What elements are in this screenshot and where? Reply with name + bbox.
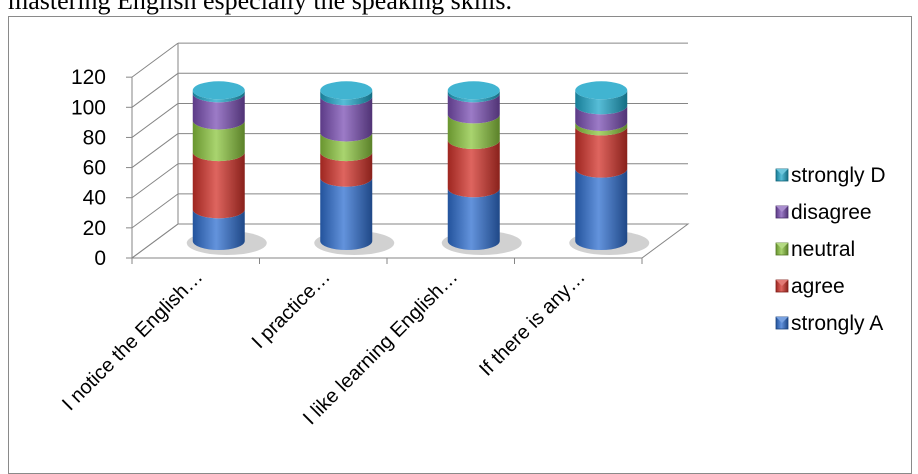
bar-segment: [447, 93, 500, 124]
bar-segment: [192, 93, 245, 130]
side-wall-line: [131, 72, 179, 108]
bar-top-cap: [192, 81, 245, 100]
y-tick-label: 60: [83, 157, 106, 180]
x-category-label: I notice the English…: [58, 266, 207, 415]
bar-stack: [314, 81, 395, 255]
bar-segment: [192, 120, 245, 162]
bar-segment: [320, 152, 373, 187]
legend-item: strongly A: [775, 312, 883, 335]
bar-top-cap: [447, 81, 500, 100]
side-wall-line: [131, 163, 179, 199]
legend-item: disagree: [775, 201, 872, 224]
legend-swatch-highlight: [776, 169, 788, 175]
y-tick-label: 40: [83, 187, 106, 210]
bar-segment: [447, 90, 500, 103]
legend-item: strongly D: [775, 164, 886, 187]
bar-segment: [575, 90, 628, 115]
y-tick-label: 20: [83, 217, 106, 240]
bar-stack: [569, 81, 650, 255]
bar-stack: [441, 81, 522, 255]
legend-label: disagree: [791, 201, 872, 224]
chart-walls: [126, 42, 690, 264]
bar-segment: [575, 105, 628, 131]
x-category-label: I practice…: [248, 266, 335, 353]
bar-segment: [447, 114, 500, 150]
y-tick-label: 100: [71, 96, 106, 119]
bar-segment: [575, 126, 628, 178]
legend-label: neutral: [791, 238, 855, 261]
bar-segment: [575, 168, 628, 250]
legend-item: neutral: [775, 238, 855, 261]
legend-swatch-highlight: [776, 280, 788, 286]
bar-segment: [320, 96, 373, 142]
x-axis: I notice the English… I practice…I like l…: [58, 266, 590, 429]
chart-legend: strongly D disagree neutral agree strongly A: [775, 164, 886, 335]
side-wall-line: [131, 103, 179, 138]
legend-label: strongly D: [791, 164, 886, 187]
legend-item: agree: [775, 275, 845, 298]
side-wall-line: [131, 133, 179, 168]
bar-stack: [186, 81, 267, 255]
bar-segment: [320, 177, 373, 250]
bar-segment: [320, 132, 373, 162]
bar-segment: [320, 90, 373, 106]
legend-swatch-highlight: [776, 317, 788, 323]
bar-segment: [192, 209, 245, 250]
y-tick-label: 80: [83, 126, 106, 149]
legend-label: agree: [791, 275, 845, 298]
x-category-label: If there is any…: [475, 266, 590, 381]
legend-label: strongly A: [791, 312, 883, 335]
bar-segment: [447, 188, 500, 250]
bar-segment: [192, 90, 245, 103]
side-wall-line: [131, 42, 179, 78]
caption-text: mastering English especially the speakin…: [8, 0, 513, 15]
y-tick-label: 0: [94, 247, 106, 270]
legend-swatch-highlight: [776, 206, 788, 212]
bar-segment: [192, 152, 245, 219]
y-axis: 0 20 40 60 80 100 120: [71, 66, 106, 270]
bar-top-cap: [320, 81, 373, 100]
bar-top-cap: [575, 81, 628, 100]
side-wall-line: [131, 193, 179, 229]
chart-bars: [186, 81, 650, 255]
chart-floor: [130, 223, 690, 259]
bar-segment: [447, 140, 500, 198]
y-tick-label: 120: [71, 66, 106, 89]
legend-swatch-highlight: [776, 243, 788, 249]
bar-segment: [575, 121, 628, 136]
